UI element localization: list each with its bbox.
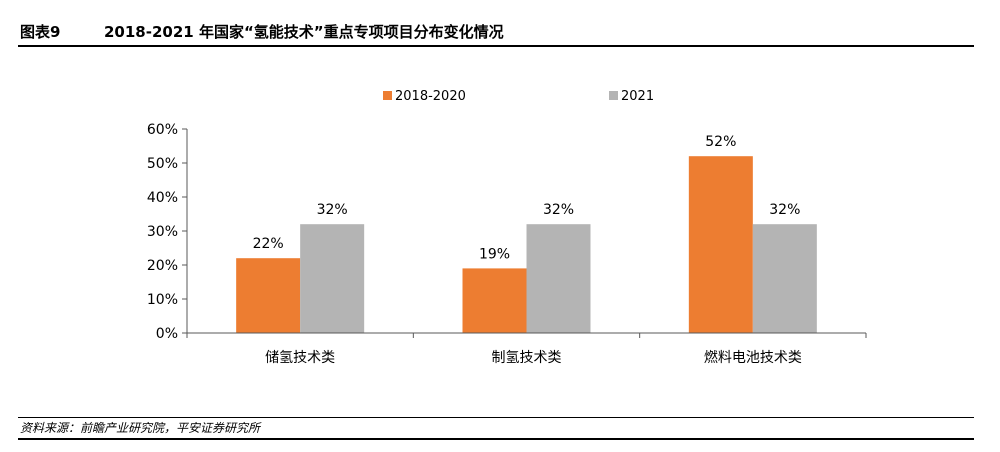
legend-swatch-2018-2020 (383, 91, 392, 100)
data-label: 32% (543, 202, 574, 218)
x-category-label: 储氢技术类 (265, 350, 335, 366)
y-tick-label: 0% (156, 326, 178, 342)
y-tick-label: 20% (147, 258, 178, 274)
y-tick-label: 10% (147, 292, 178, 308)
data-label: 32% (769, 202, 800, 218)
y-tick-label: 60% (147, 122, 178, 138)
legend-label-2021: 2021 (621, 89, 654, 104)
bar-2021 (300, 224, 365, 333)
data-label: 32% (317, 202, 348, 218)
y-tick-label: 30% (147, 224, 178, 240)
bar-2018-2020 (462, 268, 527, 333)
x-axis-labels: 储氢技术类 制氢技术类 燃料电池技术类 (265, 349, 802, 366)
bar-2021 (526, 224, 591, 333)
data-label: 52% (705, 134, 736, 150)
x-category-label: 制氢技术类 (492, 350, 562, 366)
header-rule (18, 45, 974, 47)
y-tick-label: 50% (147, 156, 178, 172)
data-label: 19% (479, 246, 510, 262)
bar-2018-2020 (688, 156, 753, 333)
chart-legend: 2018-2020 2021 (383, 89, 654, 104)
source-note: 资料来源：前瞻产业研究院，平安证券研究所 (20, 421, 261, 435)
legend-label-2018-2020: 2018-2020 (395, 89, 466, 104)
figure-label: 图表9 (20, 23, 61, 41)
chart-bars (236, 156, 817, 333)
x-category-label: 燃料电池技术类 (704, 349, 802, 366)
source-top-rule (18, 417, 974, 418)
y-tick-label: 40% (147, 190, 178, 206)
bar-2018-2020 (236, 258, 301, 333)
data-labels: 22% 32% 19% 32% 52% 32% (253, 134, 801, 262)
source-bottom-rule (18, 438, 974, 440)
legend-swatch-2021 (609, 91, 618, 100)
bar-2021 (752, 224, 817, 333)
figure-title: 2018-2021 年国家“氢能技术”重点专项项目分布变化情况 (104, 23, 504, 41)
figure-header: 图表9 2018-2021 年国家“氢能技术”重点专项项目分布变化情况 (18, 20, 974, 44)
data-label: 22% (253, 236, 284, 252)
y-axis-ticks: 0% 10% 20% 30% 40% 50% 60% (147, 122, 867, 342)
